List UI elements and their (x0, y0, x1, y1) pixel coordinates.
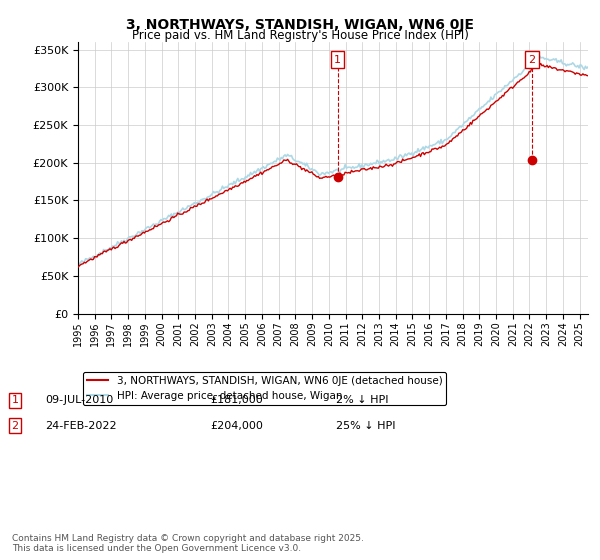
Text: 1: 1 (11, 395, 19, 405)
Text: 25% ↓ HPI: 25% ↓ HPI (336, 421, 395, 431)
Text: Contains HM Land Registry data © Crown copyright and database right 2025.
This d: Contains HM Land Registry data © Crown c… (12, 534, 364, 553)
Text: 1: 1 (334, 55, 341, 64)
Text: 09-JUL-2010: 09-JUL-2010 (45, 395, 113, 405)
Text: Price paid vs. HM Land Registry's House Price Index (HPI): Price paid vs. HM Land Registry's House … (131, 29, 469, 42)
Text: 2: 2 (528, 55, 535, 64)
Text: 2% ↓ HPI: 2% ↓ HPI (336, 395, 389, 405)
Legend: 3, NORTHWAYS, STANDISH, WIGAN, WN6 0JE (detached house), HPI: Average price, det: 3, NORTHWAYS, STANDISH, WIGAN, WN6 0JE (… (83, 372, 446, 405)
Text: £204,000: £204,000 (210, 421, 263, 431)
Text: 3, NORTHWAYS, STANDISH, WIGAN, WN6 0JE: 3, NORTHWAYS, STANDISH, WIGAN, WN6 0JE (126, 18, 474, 32)
Text: 24-FEB-2022: 24-FEB-2022 (45, 421, 116, 431)
Text: 2: 2 (11, 421, 19, 431)
Text: £181,000: £181,000 (210, 395, 263, 405)
